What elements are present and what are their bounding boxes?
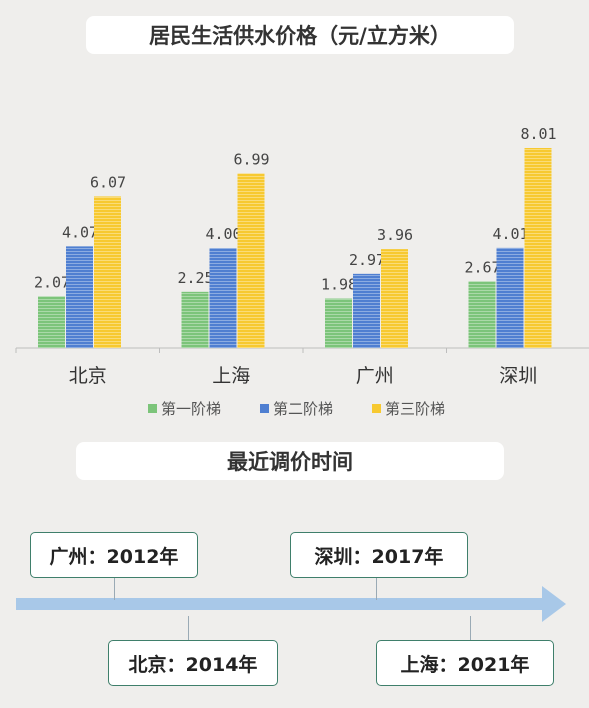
data-label: 2.97 (349, 251, 385, 269)
timeline-event-beijing: 北京：2014年 (108, 640, 278, 686)
data-label: 6.07 (90, 173, 126, 191)
data-label: 8.01 (520, 125, 556, 143)
timeline-title: 最近调价时间 (76, 442, 504, 480)
legend-swatch (148, 404, 157, 413)
data-label: 1.98 (321, 276, 357, 294)
timeline-arrow-shape (16, 586, 566, 622)
bar-chart: 2.07 4.07 6.07 北京 2.25 4.00 6.99 上海 1.98 2.97 3.96… (15, 125, 589, 418)
bar-深圳-第三阶梯 (524, 148, 552, 348)
bar-上海-第三阶梯 (237, 173, 265, 348)
x-tick-label: 上海 (212, 365, 250, 387)
data-label: 2.25 (177, 269, 213, 287)
bar-广州-第二阶梯 (353, 273, 380, 348)
legend-swatch (372, 404, 381, 413)
data-label: 2.67 (464, 258, 500, 276)
bar-深圳-第一阶梯 (468, 281, 496, 348)
bar-深圳-第二阶梯 (496, 247, 524, 348)
data-label: 4.01 (492, 225, 528, 243)
x-tick-label: 深圳 (499, 365, 537, 387)
timeline-arrow (16, 586, 566, 622)
data-label: 3.96 (377, 226, 413, 244)
timeline-connector-2 (188, 616, 189, 640)
x-tick-label: 广州 (356, 365, 394, 387)
timeline-event-shenzhen: 深圳：2017年 (290, 532, 468, 578)
legend-label: 第三阶梯 (385, 400, 445, 418)
legend-label: 第二阶梯 (273, 400, 333, 418)
chart-title: 居民生活供水价格（元/立方米） (86, 16, 514, 54)
bar-北京-第三阶梯 (94, 196, 121, 348)
bar-北京-第二阶梯 (66, 246, 93, 348)
timeline-connector-4 (470, 616, 471, 640)
bar-广州-第一阶梯 (325, 298, 352, 348)
bar-北京-第一阶梯 (38, 296, 65, 348)
legend-swatch (260, 404, 269, 413)
timeline-event-guangzhou: 广州：2012年 (30, 532, 198, 578)
bar-上海-第一阶梯 (181, 291, 209, 348)
data-label: 6.99 (233, 150, 269, 168)
legend-label: 第一阶梯 (161, 400, 221, 418)
bar-广州-第三阶梯 (381, 249, 408, 348)
bar-上海-第二阶梯 (209, 248, 237, 348)
data-label: 4.07 (62, 223, 98, 241)
x-tick-label: 北京 (69, 365, 107, 387)
timeline-connector-3 (376, 578, 377, 600)
timeline-connector-1 (114, 578, 115, 600)
data-label: 2.07 (34, 273, 70, 291)
data-label: 4.00 (205, 225, 241, 243)
timeline-event-shanghai: 上海：2021年 (376, 640, 554, 686)
